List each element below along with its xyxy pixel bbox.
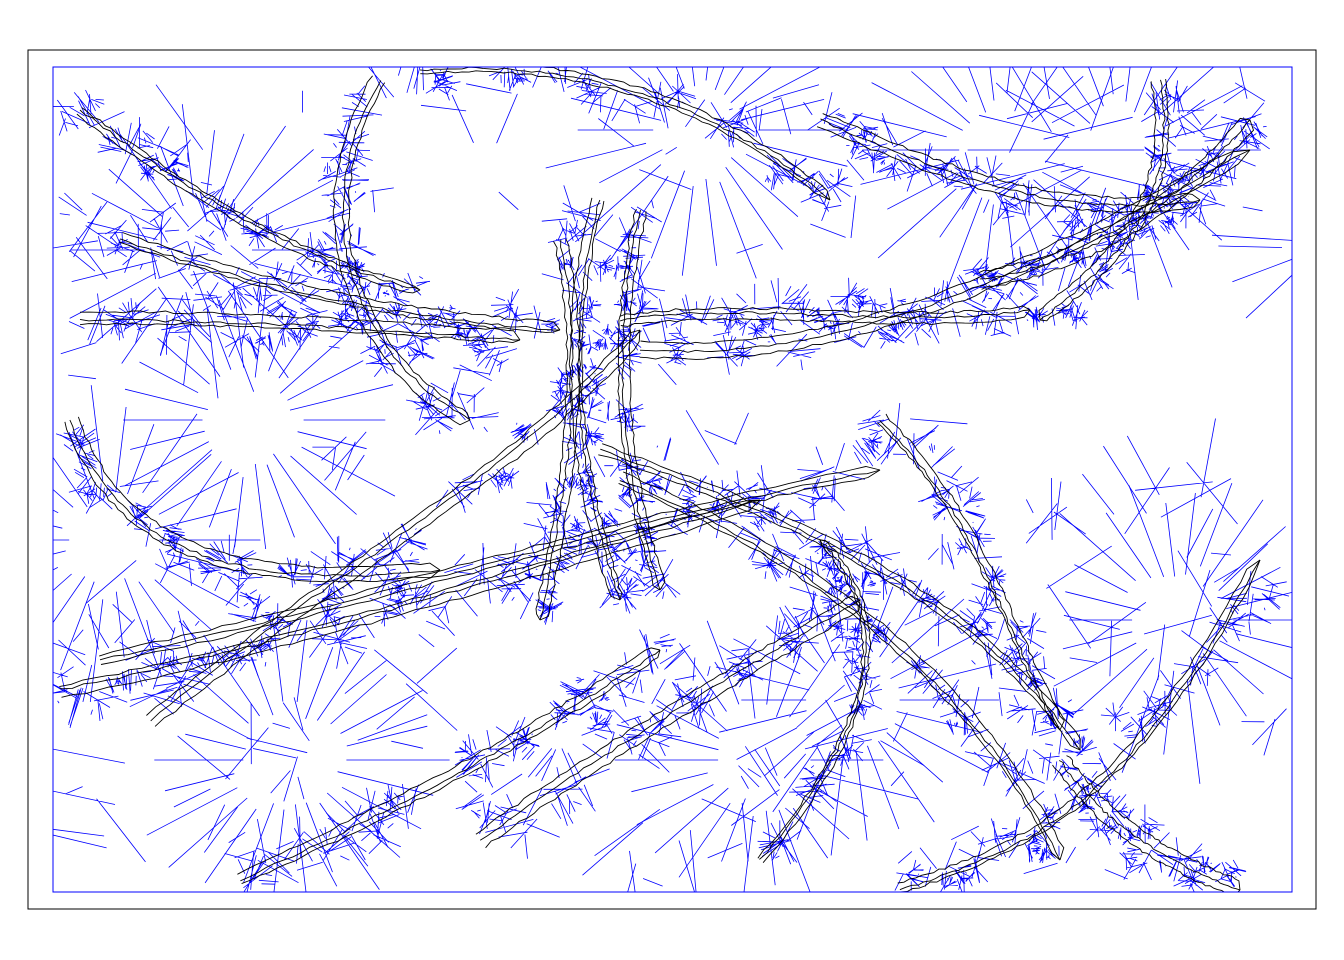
inner-frame — [52, 66, 1293, 893]
trajectory-line — [762, 539, 872, 863]
voronoi-clip-group — [53, 67, 1292, 892]
trajectory-line — [816, 126, 1201, 214]
trajectory-line — [1058, 760, 1241, 891]
trajectory-line — [64, 421, 441, 583]
trajectory-line — [539, 239, 574, 621]
trajectory-line — [479, 599, 861, 841]
trajectory-paths — [59, 67, 1261, 892]
voronoi-edge-set — [53, 67, 1292, 892]
trajectory-line — [240, 649, 661, 882]
trajectory-line — [620, 309, 1031, 327]
trajectory-line — [1066, 755, 1241, 891]
trajectory-line — [76, 113, 421, 294]
trajectory-line — [822, 113, 1201, 201]
trajectory-line — [757, 539, 865, 859]
trajectory-line — [59, 499, 761, 690]
trajectory-line — [897, 559, 1261, 884]
trajectory-line — [1039, 79, 1170, 322]
trajectory-line — [600, 448, 1081, 751]
trajectory-line — [419, 67, 831, 201]
trajectory-line — [99, 466, 881, 657]
trajectory-line — [81, 107, 421, 291]
trajectory-line — [347, 82, 471, 421]
trajectory-line — [577, 199, 621, 601]
trajectory-line — [1052, 764, 1241, 892]
trajectory-line — [1038, 81, 1157, 321]
trajectory-line — [59, 499, 761, 688]
trajectory-line — [237, 647, 661, 875]
trajectory-line — [535, 241, 569, 621]
trajectory-line — [341, 80, 471, 421]
trajectory-line — [79, 310, 521, 341]
trajectory-line — [241, 649, 661, 885]
trajectory-line — [69, 419, 441, 577]
trajectory-line — [900, 559, 1261, 892]
trajectory-line — [623, 471, 1065, 861]
trajectory-line — [150, 329, 641, 722]
trajectory-line — [640, 149, 1251, 345]
trajectory-line — [79, 109, 421, 291]
trajectory-line — [120, 238, 560, 331]
trajectory-line — [580, 200, 623, 601]
trajectory-line — [619, 309, 1031, 322]
trajectory-line — [77, 416, 441, 571]
trajectory-line — [879, 420, 1061, 731]
trajectory-line — [899, 559, 1261, 891]
trajectory-line — [420, 70, 831, 201]
trajectory-line — [877, 422, 1061, 731]
voronoi-fan-edges — [53, 67, 1292, 892]
trajectory-line — [618, 482, 1061, 861]
trajectory-line — [332, 75, 471, 426]
trajectory-line — [639, 149, 1251, 360]
trajectory-line — [475, 595, 861, 835]
trajectory-line — [602, 443, 1081, 751]
trajectory-line — [979, 119, 1251, 280]
trajectory-line — [61, 499, 761, 698]
trajectory-line — [100, 469, 881, 665]
trajectory-line — [619, 480, 1061, 861]
trajectory-line — [99, 469, 881, 661]
outer-frame — [27, 49, 1317, 910]
trajectory-line — [820, 118, 1201, 207]
trajectory-line — [621, 210, 661, 591]
trajectory-line — [1039, 79, 1166, 321]
trajectory-line — [885, 413, 1065, 731]
trajectory-line — [539, 238, 582, 621]
trajectory-line — [79, 318, 520, 341]
voronoi-edges — [53, 67, 1292, 892]
trajectory-line — [79, 322, 521, 344]
trajectory-line — [619, 305, 1031, 317]
trajectory-line — [485, 599, 861, 849]
trajectory-line — [617, 208, 661, 591]
trajectory-line — [568, 197, 621, 601]
trajectory-line — [538, 67, 831, 201]
trajectory-line — [122, 232, 561, 331]
trajectory-line — [598, 454, 1081, 751]
trajectory-line — [759, 539, 867, 860]
trajectory-line — [628, 211, 666, 591]
trajectory-line — [978, 117, 1251, 274]
